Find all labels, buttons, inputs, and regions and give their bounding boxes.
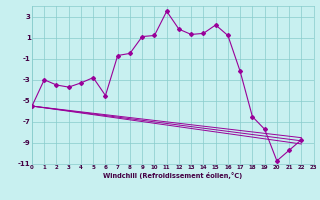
X-axis label: Windchill (Refroidissement éolien,°C): Windchill (Refroidissement éolien,°C) (103, 172, 243, 179)
